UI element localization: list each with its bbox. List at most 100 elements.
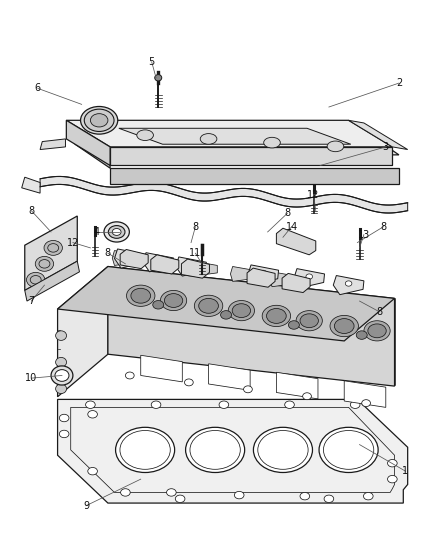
Polygon shape [175,257,206,276]
Text: 8: 8 [380,222,386,232]
Ellipse shape [90,114,108,127]
Text: 3: 3 [382,142,388,152]
Polygon shape [75,131,110,168]
Polygon shape [110,168,398,184]
Polygon shape [181,259,209,278]
Ellipse shape [228,301,254,321]
Ellipse shape [284,401,293,408]
Ellipse shape [166,489,176,496]
Ellipse shape [164,294,182,308]
Polygon shape [40,176,407,213]
Ellipse shape [175,495,184,503]
Polygon shape [110,147,392,165]
Ellipse shape [318,427,377,472]
Text: 13: 13 [357,230,369,240]
Polygon shape [57,399,407,503]
Ellipse shape [56,331,67,341]
Ellipse shape [299,314,318,328]
Ellipse shape [361,400,370,407]
Text: 12: 12 [307,190,319,200]
Text: 8: 8 [28,206,34,216]
Ellipse shape [26,272,45,287]
Ellipse shape [305,274,312,279]
Polygon shape [276,372,317,399]
Ellipse shape [51,366,73,385]
Polygon shape [343,381,385,407]
Text: 8: 8 [105,248,111,258]
Polygon shape [230,266,256,281]
Ellipse shape [81,107,117,134]
Ellipse shape [131,288,150,303]
Polygon shape [66,120,110,165]
Ellipse shape [56,384,67,393]
Text: 11: 11 [189,248,201,258]
Polygon shape [348,120,407,150]
Text: 4: 4 [94,227,100,237]
Polygon shape [247,268,275,287]
Text: 6: 6 [35,83,41,93]
Ellipse shape [363,492,372,500]
Polygon shape [269,272,295,287]
Ellipse shape [198,298,218,313]
Polygon shape [208,364,250,390]
Polygon shape [120,249,148,269]
Ellipse shape [120,489,130,496]
Text: 2: 2 [395,78,401,88]
Polygon shape [75,131,398,155]
Ellipse shape [126,254,133,260]
Ellipse shape [108,225,125,238]
Ellipse shape [154,75,161,81]
Polygon shape [21,177,40,193]
Ellipse shape [326,141,343,152]
Ellipse shape [152,301,163,309]
Polygon shape [276,228,315,255]
Polygon shape [143,253,173,272]
Text: 5: 5 [148,57,155,67]
Ellipse shape [387,459,396,467]
Polygon shape [119,128,350,144]
Ellipse shape [115,427,174,472]
Ellipse shape [243,386,252,393]
Polygon shape [114,249,145,268]
Ellipse shape [345,281,351,286]
Ellipse shape [88,467,97,475]
Ellipse shape [160,290,186,311]
Ellipse shape [184,379,193,386]
Polygon shape [57,266,394,341]
Ellipse shape [302,393,311,400]
Ellipse shape [323,495,333,503]
Ellipse shape [85,401,95,408]
Ellipse shape [125,372,134,379]
Ellipse shape [185,427,244,472]
Ellipse shape [59,414,69,422]
Ellipse shape [299,492,309,500]
Ellipse shape [35,256,53,271]
Polygon shape [25,216,77,290]
Ellipse shape [151,401,160,408]
Ellipse shape [112,229,121,236]
Ellipse shape [232,304,250,318]
Ellipse shape [55,369,69,381]
Polygon shape [57,266,108,397]
Polygon shape [25,261,79,301]
Ellipse shape [84,109,114,132]
Ellipse shape [219,401,228,408]
Ellipse shape [155,258,161,263]
Ellipse shape [137,130,153,141]
Text: 1: 1 [402,466,408,476]
Polygon shape [282,273,309,293]
Ellipse shape [59,430,69,438]
Ellipse shape [261,305,290,327]
Ellipse shape [329,316,357,337]
Text: 9: 9 [83,500,89,511]
Ellipse shape [126,285,155,306]
Ellipse shape [220,311,231,319]
Ellipse shape [288,321,299,329]
Ellipse shape [56,358,67,367]
Ellipse shape [334,319,353,334]
Ellipse shape [88,410,97,418]
Ellipse shape [363,321,389,341]
Ellipse shape [44,240,62,255]
Ellipse shape [356,331,366,340]
Text: 10: 10 [25,373,37,383]
